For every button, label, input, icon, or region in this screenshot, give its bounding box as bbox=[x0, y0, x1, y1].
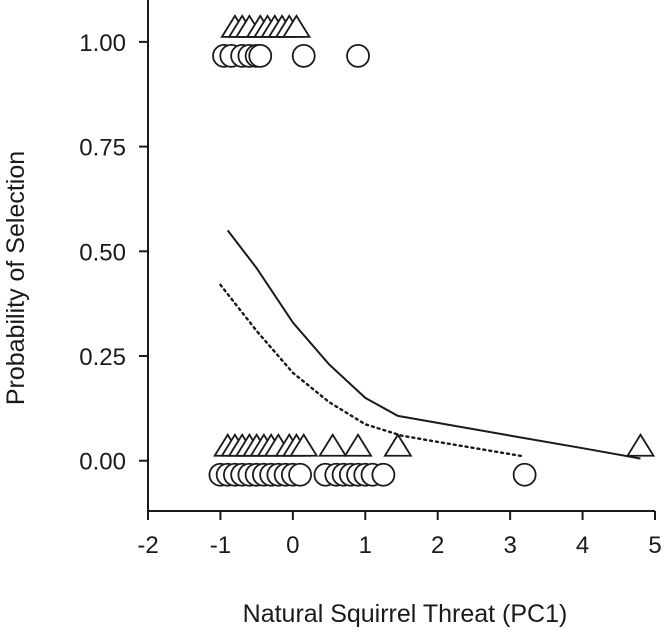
fitted-line-dotted bbox=[219, 283, 526, 458]
triangle-point bbox=[289, 433, 319, 457]
x-tick-label: 0 bbox=[286, 532, 299, 559]
triangle-point bbox=[343, 433, 373, 457]
y-tick-label: 0.00 bbox=[79, 449, 126, 476]
x-tick-label: 2 bbox=[431, 532, 444, 559]
x-tick-label: 4 bbox=[576, 532, 589, 559]
circle-point bbox=[288, 462, 313, 487]
axes bbox=[147, 0, 655, 512]
triangle-point bbox=[281, 14, 312, 38]
x-tick-label: -1 bbox=[210, 532, 231, 559]
y-tick-label: 0.25 bbox=[79, 344, 126, 371]
circle-point bbox=[512, 462, 537, 487]
y-tick-label: 1.00 bbox=[79, 30, 126, 57]
fitted-lines bbox=[219, 229, 641, 460]
x-axis-title: Natural Squirrel Threat (PC1) bbox=[243, 600, 568, 628]
fitted-line-solid bbox=[226, 229, 641, 460]
circle-point bbox=[248, 43, 273, 68]
x-axis-ticks: -2 -1 0 1 2 3 4 5 bbox=[137, 511, 662, 559]
x-tick-label: 3 bbox=[503, 532, 516, 559]
x-tick-label: -2 bbox=[137, 532, 158, 559]
x-tick-label: 5 bbox=[648, 532, 661, 559]
triangle-point bbox=[318, 433, 348, 457]
triangle-point bbox=[383, 433, 413, 457]
x-tick-label: 1 bbox=[359, 532, 372, 559]
circle-point bbox=[291, 43, 316, 68]
circle-point bbox=[346, 43, 370, 68]
circle-point bbox=[371, 462, 396, 487]
y-axis-title: Probability of Selection bbox=[2, 151, 30, 405]
y-tick-label: 0.75 bbox=[79, 135, 126, 162]
triangle-point bbox=[625, 433, 656, 457]
y-axis-ticks: 0.00 0.25 0.50 0.75 1.00 bbox=[79, 30, 148, 476]
y-tick-label: 0.50 bbox=[79, 239, 126, 266]
data-markers bbox=[208, 14, 656, 487]
